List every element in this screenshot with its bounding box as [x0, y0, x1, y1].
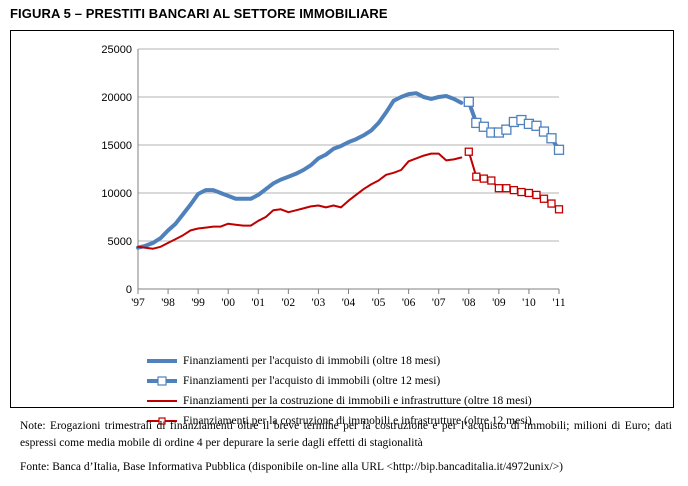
data-point-marker [517, 187, 526, 197]
data-point-marker [463, 96, 474, 107]
data-point-marker [547, 199, 556, 208]
legend-item: Finanziamenti per l'acquisto di immobili… [147, 371, 532, 391]
data-point-marker [479, 174, 488, 183]
legend-swatch [147, 359, 177, 363]
x-tick-label: '02 [282, 297, 296, 309]
chart-legend: Finanziamenti per l'acquisto di immobili… [147, 351, 532, 431]
x-tick-label: '98 [161, 297, 175, 309]
x-tick-label: '03 [312, 297, 326, 309]
note-text: Note: Erogazioni trimestrali di finanzia… [20, 420, 672, 449]
data-point-marker [538, 126, 550, 137]
y-tick-label: 10000 [101, 188, 132, 200]
data-point-marker [501, 124, 512, 135]
data-point-marker [546, 133, 557, 144]
data-point-marker [487, 176, 496, 185]
data-point-marker [539, 194, 549, 203]
line-chart: 0 5000 10000 15000 20000 25000 '97 '98 '99 '00 '01… [101, 44, 565, 309]
y-tick-label: 0 [126, 284, 132, 296]
figure-title: FIGURA 5 – PRESTITI BANCARI AL SETTORE I… [10, 6, 388, 21]
legend-label: Finanziamenti per l'acquisto di immobili… [183, 375, 441, 387]
chart-note: Note: Erogazioni trimestrali di finanzia… [20, 418, 672, 452]
legend-item: Finanziamenti per la costruzione di immo… [147, 411, 532, 431]
data-point-marker [532, 190, 541, 200]
data-point-marker [478, 121, 489, 132]
data-point-marker [554, 205, 564, 214]
legend-label: Finanziamenti per la costruzione di immo… [183, 415, 532, 427]
x-tick-label: '07 [432, 297, 446, 309]
data-point-marker [464, 147, 473, 156]
legend-swatch [147, 376, 177, 386]
legend-label: Finanziamenti per la costruzione di immo… [183, 395, 532, 407]
legend-item: Finanziamenti per la costruzione di immo… [147, 391, 532, 411]
legend-swatch [147, 417, 177, 425]
x-tick-label: '99 [191, 297, 205, 309]
chart-frame: 0 5000 10000 15000 20000 25000 '97 '98 '99 '00 '01… [10, 30, 674, 427]
data-point-marker [553, 144, 565, 155]
x-tick-label: '08 [462, 297, 476, 309]
legend-item: Finanziamenti per l'acquisto di immobili… [147, 351, 532, 371]
x-tick-label: '09 [492, 297, 506, 309]
data-point-marker [531, 120, 542, 131]
data-point-marker [524, 188, 534, 198]
y-tick-label: 5000 [108, 236, 132, 248]
legend-swatch [147, 400, 177, 402]
x-tick-label: '04 [342, 297, 356, 309]
y-tick-label: 15000 [101, 140, 132, 152]
x-tick-label: '10 [522, 297, 536, 309]
data-point-marker [472, 172, 481, 181]
series-line [137, 152, 463, 250]
data-point-marker [494, 184, 504, 193]
legend-label: Finanziamenti per l'acquisto di immobili… [183, 355, 441, 367]
x-tick-label: '11 [552, 297, 565, 309]
data-point-marker [509, 185, 519, 195]
x-tick-label: '00 [221, 297, 235, 309]
x-tick-label: '01 [251, 297, 265, 309]
series-line [136, 91, 464, 250]
y-tick-label: 25000 [101, 44, 132, 56]
x-tick-label: '97 [131, 297, 145, 309]
chart-source: Fonte: Banca d’Italia, Base Informativa … [20, 461, 564, 473]
x-tick-label: '05 [372, 297, 386, 309]
data-point-marker [502, 184, 511, 193]
x-tick-label: '06 [402, 297, 416, 309]
y-tick-label: 20000 [101, 92, 132, 104]
